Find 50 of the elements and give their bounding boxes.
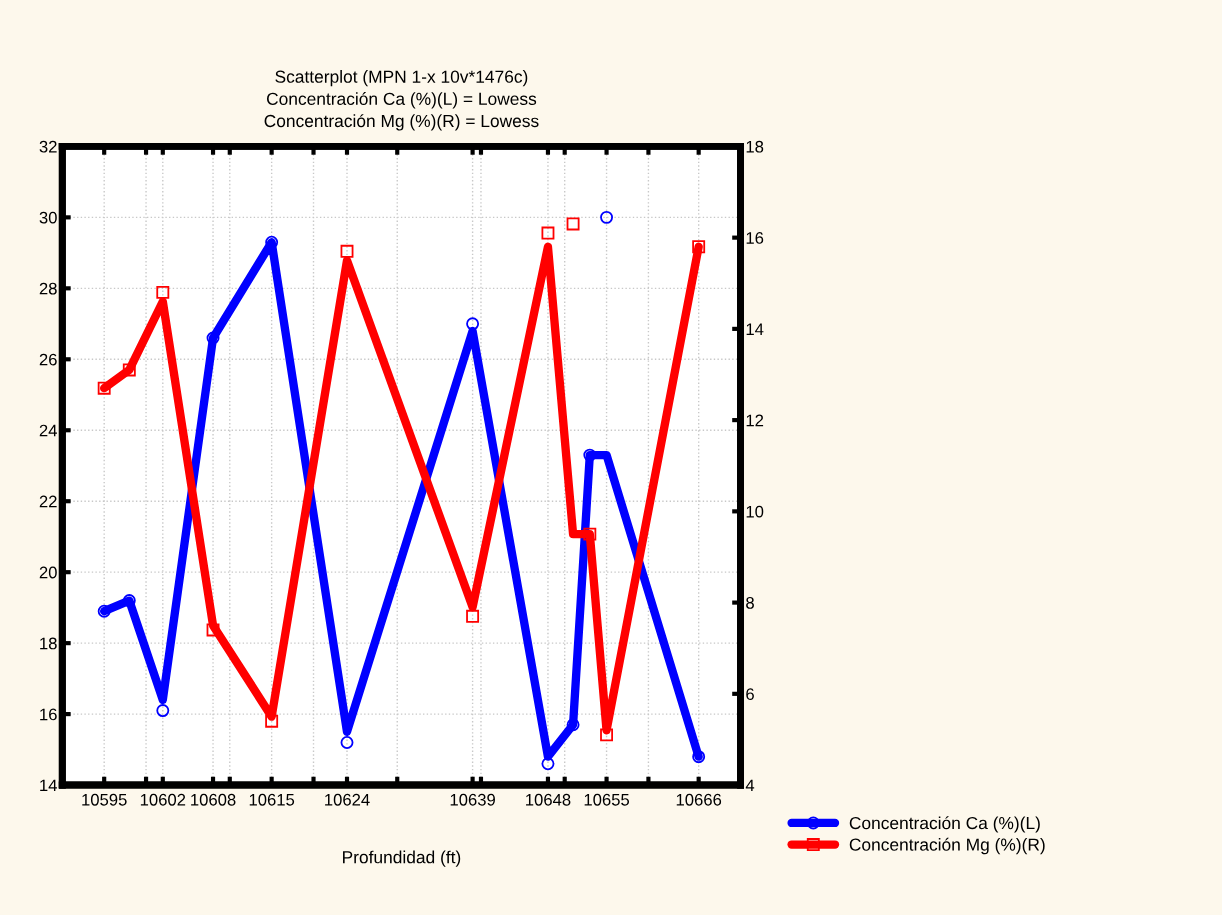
point [97, 381, 111, 395]
y-tick-label: 22 [39, 495, 57, 508]
x-tick-label: 10648 [526, 793, 571, 806]
point [692, 240, 706, 254]
y-tick-label: 28 [39, 282, 57, 295]
point [692, 750, 706, 764]
y-tick-label: 14 [40, 779, 57, 792]
point [265, 235, 279, 249]
y2-tick-label: 8 [746, 596, 754, 609]
point [466, 317, 480, 331]
point [541, 757, 555, 771]
point [97, 604, 111, 618]
point [156, 285, 170, 299]
x-tick-label: 10655 [584, 793, 630, 806]
y-tick-label: 32 [39, 140, 57, 153]
point [265, 714, 279, 728]
point [583, 527, 597, 541]
point [206, 623, 220, 637]
x-tick-label: 10615 [249, 793, 295, 806]
point [541, 226, 555, 240]
y2-tick-label: 18 [746, 140, 764, 153]
x-tick-label: 10639 [450, 793, 495, 806]
chart-title: Scatterplot (MPN 1-x 10v*1476c) Concentración Ca (%)(L) = Lowess Concentración Mg (%)(R) = Lowess [264, 70, 539, 131]
x-tick-label: 10595 [82, 793, 127, 806]
y-tick-label: 24 [39, 424, 57, 437]
legend-label: Concentración Ca (%)(L) [849, 816, 1040, 833]
x-tick-label: 10666 [676, 793, 722, 806]
y2-tick-label: 4 [745, 779, 755, 792]
y2-tick-label: 10 [746, 505, 764, 518]
y2-tick-label: 6 [746, 688, 754, 701]
x-tick-label: 10602 [140, 793, 186, 806]
y-tick-label: 20 [39, 566, 57, 579]
point [156, 704, 170, 718]
point [600, 210, 614, 224]
point [340, 244, 354, 258]
x-tick-label: 10608 [191, 793, 236, 806]
x-axis-title: Profundidad (ft) [343, 850, 461, 867]
y2-tick-label: 12 [746, 414, 764, 427]
point [340, 736, 354, 749]
y2-tick-label: 16 [746, 232, 764, 244]
y-tick-label: 26 [39, 353, 57, 366]
legend-label: Concentración Mg (%)(R) [849, 837, 1045, 855]
y2-tick-label: 14 [746, 323, 764, 335]
y-tick-label: 30 [39, 211, 57, 224]
y-tick-label: 18 [40, 637, 57, 650]
point [466, 609, 480, 623]
x-tick-label: 10624 [325, 793, 370, 806]
y-tick-label: 16 [40, 708, 57, 721]
point [566, 217, 580, 231]
point [600, 728, 614, 742]
